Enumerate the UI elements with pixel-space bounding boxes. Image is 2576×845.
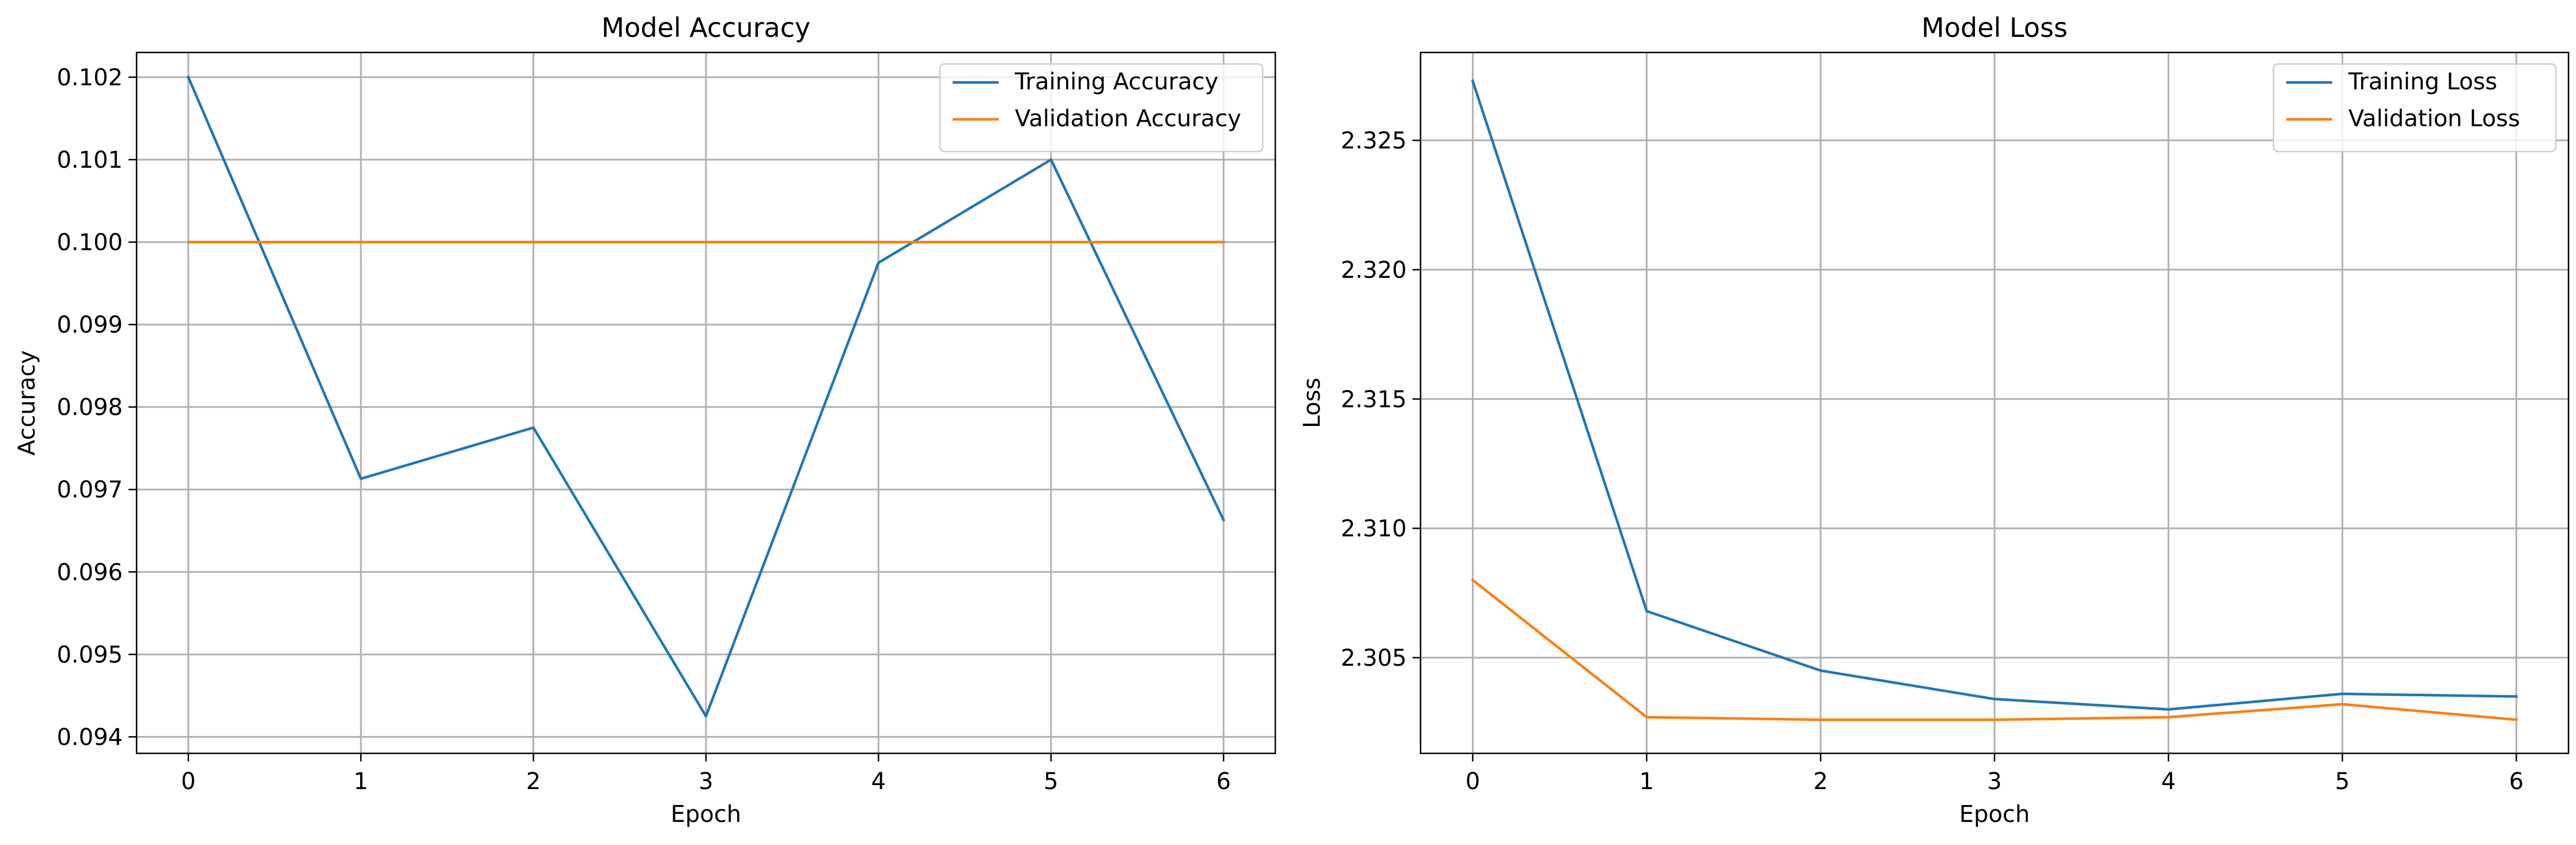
accuracy-legend-label: Validation Accuracy — [1015, 105, 1241, 132]
loss-x-tick-label: 0 — [1465, 768, 1480, 795]
loss-plot-frame — [1419, 51, 2570, 755]
accuracy-y-tick-label: 0.098 — [56, 394, 123, 421]
loss-series-validation-line — [1471, 578, 2518, 722]
accuracy-legend-box — [939, 63, 1264, 153]
loss-legend-label: Validation Loss — [2348, 105, 2520, 132]
accuracy-x-tick-label: 5 — [1044, 768, 1058, 795]
accuracy-x-tick-label: 6 — [1216, 768, 1230, 795]
accuracy-y-tick-label: 0.100 — [56, 229, 123, 256]
accuracy-series-training-line — [186, 75, 1226, 718]
accuracy-y-tick-label: 0.099 — [56, 312, 123, 338]
accuracy-chart-title: Model Accuracy — [602, 12, 811, 43]
accuracy-y-tick-label: 0.097 — [56, 477, 123, 503]
loss-x-tick-label: 4 — [2161, 768, 2175, 795]
loss-series-training-line — [1471, 79, 2518, 711]
loss-chart-title: Model Loss — [1921, 12, 2068, 43]
loss-series — [1471, 79, 2518, 722]
accuracy-x-tick-label: 4 — [871, 768, 886, 795]
accuracy-x-axis-label: Epoch — [671, 801, 741, 828]
accuracy-y-axis-label: Accuracy — [14, 350, 40, 456]
loss-legend-box — [2272, 63, 2557, 153]
loss-x-tick-label: 1 — [1640, 768, 1654, 795]
accuracy-x-tick-label: 1 — [353, 768, 368, 795]
accuracy-y-tick-label: 0.096 — [56, 559, 123, 586]
accuracy-y-tick-label: 0.101 — [56, 147, 123, 173]
loss-y-tick-label: 2.315 — [1340, 386, 1407, 413]
accuracy-y-tick-label: 0.095 — [56, 642, 123, 668]
accuracy-x-tick-label: 2 — [526, 768, 541, 795]
loss-y-tick-label: 2.325 — [1340, 128, 1407, 154]
loss-x-tick-label: 2 — [1813, 768, 1827, 795]
loss-x-axis-label: Epoch — [1959, 801, 2030, 828]
accuracy-x-tick-label: 3 — [698, 768, 713, 795]
accuracy-ticks: 0 1 2 3 4 5 6 0.094 0.095 0.096 0.097 0.098 0.099 0.1… — [56, 65, 1230, 795]
loss-x-tick-label: 6 — [2509, 768, 2524, 795]
accuracy-legend: Training Accuracy Validation Accuracy — [939, 63, 1264, 153]
accuracy-plot-frame — [135, 51, 1276, 755]
loss-x-tick-label: 3 — [1987, 768, 2001, 795]
accuracy-y-tick-label: 0.094 — [56, 724, 123, 750]
accuracy-series — [186, 75, 1226, 718]
loss-y-tick-label: 2.320 — [1340, 257, 1407, 284]
loss-legend: Training Loss Validation Loss — [2272, 63, 2557, 153]
accuracy-legend-label: Training Accuracy — [1014, 69, 1218, 95]
loss-y-tick-label: 2.305 — [1340, 645, 1407, 672]
loss-ticks: 0 1 2 3 4 5 6 2.305 2.310 2.315 2.320 2.325 — [1340, 128, 2524, 795]
loss-y-tick-label: 2.310 — [1340, 516, 1407, 542]
accuracy-x-tick-label: 0 — [181, 768, 195, 795]
accuracy-chart: 0 1 2 3 4 5 6 0.094 0.095 0.096 0.097 0.098 0.099 0.1… — [14, 12, 1276, 828]
loss-legend-label: Training Loss — [2348, 69, 2497, 95]
accuracy-y-tick-label: 0.102 — [56, 65, 123, 91]
loss-x-tick-label: 5 — [2335, 768, 2350, 795]
loss-chart: 0 1 2 3 4 5 6 2.305 2.310 2.315 2.320 2.325 Model L… — [1299, 12, 2570, 828]
loss-y-axis-label: Loss — [1299, 378, 1325, 428]
